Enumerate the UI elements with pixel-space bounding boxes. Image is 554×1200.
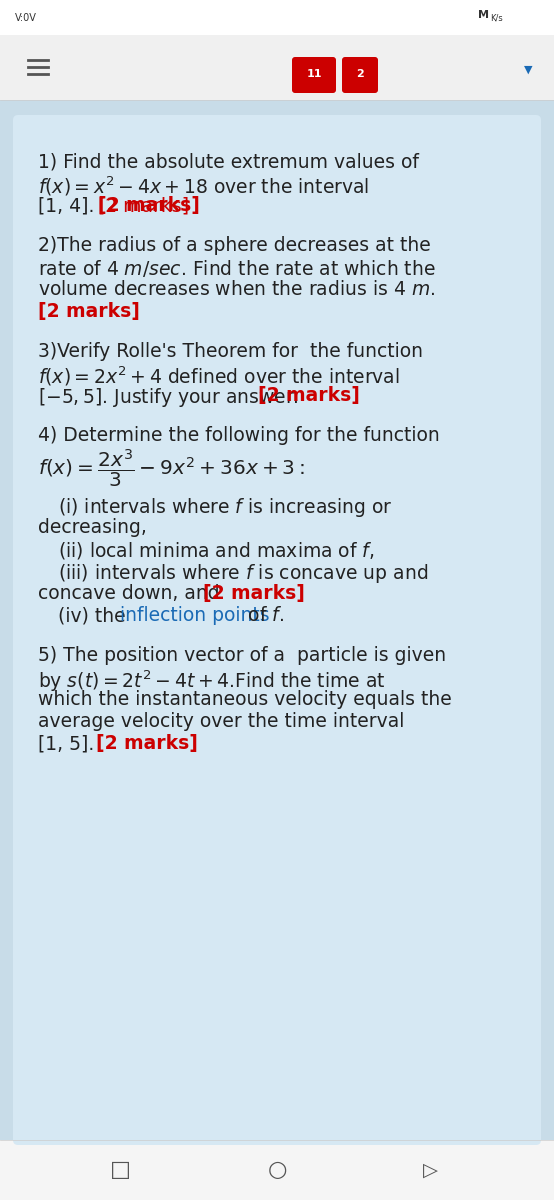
Text: [2 marks]: [2 marks] [96,734,198,754]
Text: [2 marks]: [2 marks] [98,196,189,215]
Text: of $f$.: of $f$. [242,606,284,625]
Text: 4) Determine the following for the function: 4) Determine the following for the funct… [38,426,440,445]
FancyBboxPatch shape [0,1140,554,1200]
Text: 2)The radius of a sphere decreases at the: 2)The radius of a sphere decreases at th… [38,236,431,254]
Text: by $s(t) = 2t^2 - 4t + 4$.Find the time at: by $s(t) = 2t^2 - 4t + 4$.Find the time … [38,668,386,694]
Text: (i) intervals where $f$ is increasing or: (i) intervals where $f$ is increasing or [58,497,393,520]
Text: $f(x) = 2x^2 + 4$ defined over the interval: $f(x) = 2x^2 + 4$ defined over the inter… [38,364,400,388]
Text: which the instantaneous velocity equals the: which the instantaneous velocity equals … [38,690,452,709]
Text: $f(x) = \dfrac{2x^3}{3} - 9x^2 + 36x + 3:$: $f(x) = \dfrac{2x^3}{3} - 9x^2 + 36x + 3… [38,448,305,490]
Text: K/s: K/s [490,13,502,23]
Text: decreasing,: decreasing, [38,518,147,538]
Text: rate of 4 $m/sec$. Find the rate at which the: rate of 4 $m/sec$. Find the rate at whic… [38,258,435,278]
Text: V:0V: V:0V [15,13,37,23]
Text: ▼: ▼ [524,65,532,74]
Text: volume decreases when the radius is 4 $m$.: volume decreases when the radius is 4 $m… [38,280,435,299]
FancyBboxPatch shape [0,35,554,100]
Text: (iv) the: (iv) the [58,606,132,625]
Text: M: M [478,10,489,20]
Text: [2 marks]: [2 marks] [38,302,140,320]
Text: 11: 11 [306,68,322,79]
Text: [$-5, 5$]. Justify your answer.: [$-5, 5$]. Justify your answer. [38,386,307,409]
FancyBboxPatch shape [292,56,336,92]
Text: □: □ [110,1160,131,1180]
Text: average velocity over the time interval: average velocity over the time interval [38,713,404,731]
Text: ○: ○ [268,1160,286,1180]
Text: 1) Find the absolute extremum values of: 1) Find the absolute extremum values of [38,152,419,170]
Text: 3)Verify Rolle's Theorem for  the function: 3)Verify Rolle's Theorem for the functio… [38,342,423,361]
Text: [1, 4].: [1, 4]. [38,196,106,215]
Text: (iii) intervals where $f$ is concave up and: (iii) intervals where $f$ is concave up … [58,563,428,586]
Text: ▷: ▷ [423,1160,438,1180]
FancyBboxPatch shape [13,115,541,1145]
Text: 2: 2 [356,68,364,79]
Text: $f(x) = x^2 - 4x + 18$ over the interval: $f(x) = x^2 - 4x + 18$ over the interval [38,174,370,198]
Text: [2 marks]: [2 marks] [98,196,200,215]
Text: [2 marks]: [2 marks] [258,386,360,404]
FancyBboxPatch shape [342,56,378,92]
Text: inflection points: inflection points [120,606,270,625]
Text: 5) The position vector of a  particle is given: 5) The position vector of a particle is … [38,647,446,665]
FancyBboxPatch shape [0,0,554,35]
Text: (ii) local minima and maxima of $f$,: (ii) local minima and maxima of $f$, [58,540,375,562]
Text: concave down, and: concave down, and [38,584,232,604]
Text: [1, 5].: [1, 5]. [38,734,106,754]
Text: [2 marks]: [2 marks] [203,584,305,604]
